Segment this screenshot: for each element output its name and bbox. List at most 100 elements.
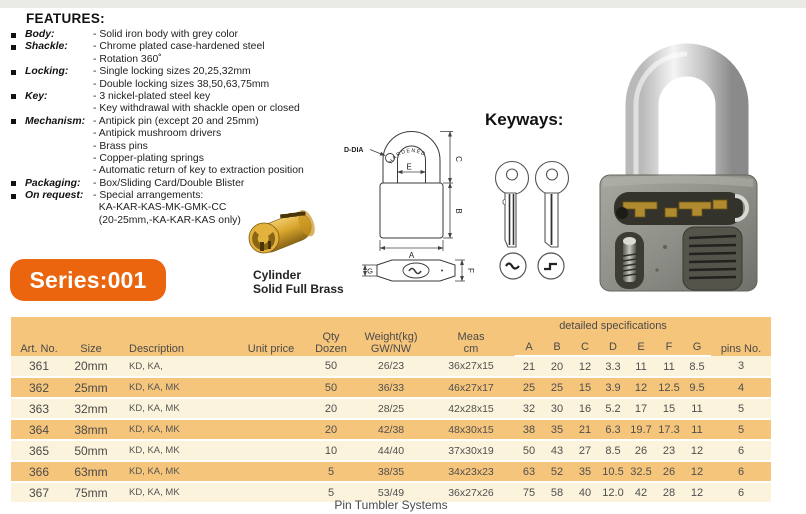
feature-label: Key:	[25, 90, 48, 102]
feature-line: Shackle: - Chrome plated case-hardened st…	[10, 41, 340, 53]
cell-qty: 5	[307, 482, 355, 504]
feature-text: - Chrome plated case-hardened steel	[93, 41, 265, 53]
feature-label: Shackle:	[25, 41, 68, 53]
cell-spec: 26	[627, 440, 655, 462]
cell-size: 32mm	[67, 398, 115, 420]
feature-label: Mechanism:	[25, 115, 86, 127]
cell-pins: 6	[711, 461, 771, 483]
cell-desc: KD, KA,	[115, 356, 235, 378]
cell-spec: 50	[515, 440, 543, 462]
cell-unit	[235, 377, 307, 399]
feature-text: - Antipick mushroom drivers	[93, 128, 222, 140]
features-list: Body: - Solid iron body with grey color Sh…	[10, 29, 340, 227]
cell-desc: KD, KA, MK	[115, 419, 235, 441]
cell-unit	[235, 419, 307, 441]
cell-meas: 48x30x15	[427, 419, 515, 441]
cell-meas: 34x23x23	[427, 461, 515, 483]
feature-label: Packaging:	[25, 177, 81, 189]
header-art-no: Art. No.	[11, 317, 67, 356]
feature-text: - Double locking sizes 38,50,63,75mm	[93, 78, 270, 90]
feature-text: - Antipick pin (except 20 and 25mm)	[93, 115, 259, 127]
cell-size: 50mm	[67, 440, 115, 462]
cell-size: 20mm	[67, 356, 115, 378]
table-row: 363 32mm KD, KA, MK 20 28/25 42x28x15 32 30 16 5.…	[11, 398, 771, 420]
feature-line: (20-25mm,-KA-KAR-KAS only)	[10, 215, 340, 227]
padlock-shackle	[625, 43, 749, 182]
cell-spec: 32.5	[627, 461, 655, 483]
keyways-title: Keyways:	[485, 110, 564, 129]
diagram-e-label: E	[406, 163, 411, 172]
footer-caption: Pin Tumbler Systems	[334, 498, 448, 512]
cell-spec: 3.3	[599, 356, 627, 378]
padlock-photo	[599, 43, 758, 292]
cylinder-caption-line2: Solid Full Brass	[253, 282, 344, 296]
feature-text: - Solid iron body with grey color	[93, 29, 238, 40]
cell-spec: 26	[655, 461, 683, 483]
feature-text: (20-25mm,-KA-KAR-KAS only)	[93, 214, 241, 226]
cell-spec: 16	[571, 398, 599, 420]
feature-text: - Key withdrawal with shackle open or cl…	[93, 103, 300, 115]
feature-text: KA-KAR-KAS-MK-GMK-CC	[93, 202, 227, 214]
cell-spec: 21	[515, 356, 543, 378]
cylinder-caption-line1: Cylinder	[253, 268, 302, 282]
header-unit-price: Unit price	[235, 317, 307, 356]
feature-label: Body:	[25, 29, 55, 40]
header-size: Size	[67, 317, 115, 356]
cell-spec: 38	[515, 419, 543, 441]
cell-spec: 42	[627, 482, 655, 504]
header-spec-d: D	[599, 341, 627, 357]
header-weight: Weight(kg) GW/NW	[355, 317, 427, 356]
cylinder-caption: Cylinder Solid Full Brass	[253, 268, 373, 296]
cell-spec: 63	[515, 461, 543, 483]
cell-spec: 17	[627, 398, 655, 420]
feature-line: On request: - Special arrangements:	[10, 190, 340, 202]
header-spec-c: C	[571, 341, 599, 357]
cell-pins: 3	[711, 356, 771, 378]
cell-spec: 12	[627, 377, 655, 399]
cell-spec: 12	[571, 356, 599, 378]
cell-pins: 5	[711, 398, 771, 420]
cell-spec: 40	[571, 482, 599, 504]
cell-pins: 4	[711, 377, 771, 399]
cell-spec: 20	[543, 356, 571, 378]
cell-spec: 25	[543, 377, 571, 399]
spec-table-body: 361 20mm KD, KA, 50 26/23 36x27x15 21 20 12 3.3 11…	[11, 356, 771, 504]
feature-line: Key: - 3 nickel-plated steel key	[10, 91, 340, 103]
cell-size: 75mm	[67, 482, 115, 504]
cell-spec: 15	[571, 377, 599, 399]
brass-levers	[622, 199, 728, 218]
header-pins: pins No.	[711, 317, 771, 356]
cell-spec: 3.9	[599, 377, 627, 399]
diagram-a-label: A	[409, 251, 415, 260]
header-qty: Qty Dozen	[307, 317, 355, 356]
feature-text: - Special arrangements:	[93, 190, 204, 202]
padlock-ribbed-plate	[682, 226, 743, 291]
cell-qty: 50	[307, 356, 355, 378]
keyway-glyph-step	[544, 262, 557, 271]
cell-weight: 28/25	[355, 398, 427, 420]
cell-spec: 12.0	[599, 482, 627, 504]
cell-spec: 58	[543, 482, 571, 504]
cell-pins: 5	[711, 419, 771, 441]
cell-desc: KD, KA, MK	[115, 398, 235, 420]
cell-meas: 46x27x17	[427, 377, 515, 399]
cell-weight: 36/33	[355, 377, 427, 399]
cell-spec: 23	[655, 440, 683, 462]
cell-spec: 43	[543, 440, 571, 462]
feature-line: KA-KAR-KAS-MK-GMK-CC	[10, 202, 340, 214]
cell-desc: KD, KA, MK	[115, 440, 235, 462]
header-detailed-specs: detailed specifications	[515, 317, 711, 341]
header-spec-f: F	[655, 341, 683, 357]
feature-text: - Copper-plating springs	[93, 152, 204, 164]
header-spec-b: B	[543, 341, 571, 357]
header-spec-e: E	[627, 341, 655, 357]
feature-line: Locking: - Single locking sizes 20,25,32m…	[10, 66, 340, 78]
table-row: 365 50mm KD, KA, MK 10 44/40 37x30x19 50 43 27 8.…	[11, 440, 771, 462]
feature-line: - Copper-plating springs	[10, 153, 340, 165]
diagram-c-label: C	[454, 156, 463, 162]
header-meas: Meas cm	[427, 317, 515, 356]
table-row: 361 20mm KD, KA, 50 26/23 36x27x15 21 20 12 3.3 11…	[11, 356, 771, 378]
cell-qty: 5	[307, 461, 355, 483]
feature-text: - Automatic return of key to extraction …	[93, 165, 304, 177]
